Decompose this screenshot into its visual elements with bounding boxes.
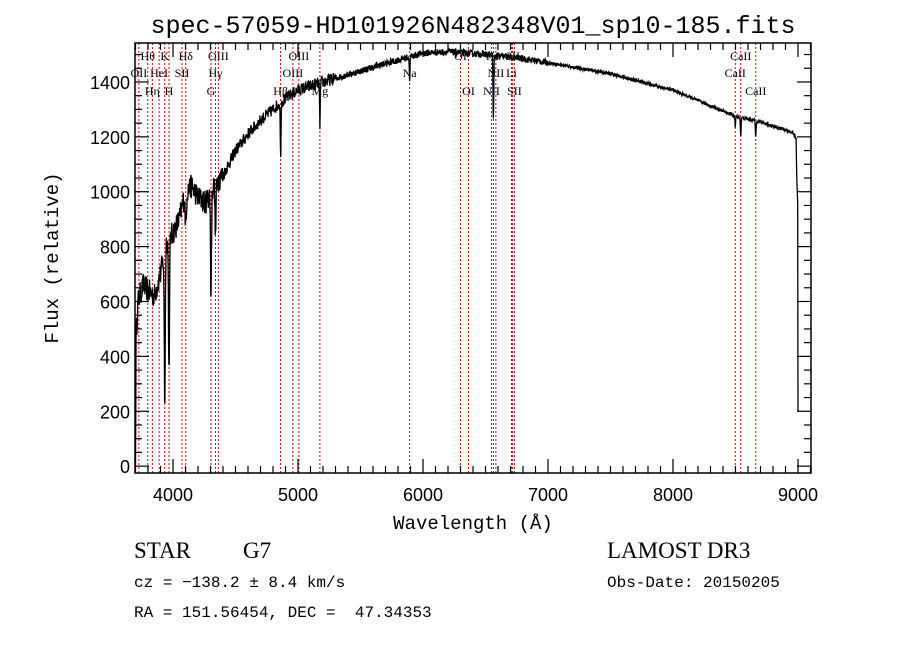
- line-marker-label: Hδ: [179, 49, 194, 63]
- x-axis-label: Wavelength (Å): [393, 513, 553, 535]
- line-markers: [138, 43, 757, 473]
- x-tick-label: 9000: [778, 485, 818, 505]
- line-marker-labels: OIIHθHηHeIKHSIIHδGHγOIIIHβOIIIOIIIMgNaOI…: [131, 49, 767, 98]
- coordinates: RA = 151.56454, DEC = 47.34353: [134, 604, 432, 622]
- line-marker-label: K: [160, 49, 169, 63]
- line-marker-label: Hη: [145, 84, 160, 98]
- line-marker-label: NII: [488, 66, 505, 80]
- line-marker-label: Hθ: [141, 49, 156, 63]
- y-tick-label: 600: [100, 292, 130, 312]
- line-marker-label: OI: [462, 84, 475, 98]
- x-tick-label: 5000: [278, 485, 318, 505]
- redshift-text: cz = −138.2 ± 8.4 km/s: [134, 574, 346, 592]
- spectrum-line: [134, 47, 799, 467]
- line-marker-label: CaII: [730, 49, 751, 63]
- line-marker-label: CaII: [745, 84, 766, 98]
- y-tick-label: 0: [120, 457, 130, 477]
- x-tick-label: 6000: [403, 485, 443, 505]
- line-marker-label: HeI: [150, 66, 168, 80]
- obs-date: Obs-Date: 20150205: [607, 574, 780, 592]
- y-tick-label: 200: [100, 402, 130, 422]
- line-marker-label: SII: [505, 49, 520, 63]
- line-marker-label: OIII: [283, 66, 304, 80]
- axis-ticks: 4000 5000 6000 7000 8000 9000 0 200 400 600 800 100…: [90, 43, 818, 505]
- line-marker-label: Li: [506, 66, 517, 80]
- line-marker-label: SII: [175, 66, 190, 80]
- chart-title: spec-57059-HD101926N482348V01_sp10-185.f…: [150, 12, 795, 41]
- x-tick-label: 4000: [153, 485, 193, 505]
- x-tick-label: 7000: [528, 485, 568, 505]
- y-tick-label: 400: [100, 347, 130, 367]
- y-tick-label: 1400: [90, 73, 130, 93]
- line-marker-label: SII: [507, 84, 522, 98]
- y-tick-label: 1200: [90, 128, 130, 148]
- subclass: G7: [243, 538, 272, 563]
- line-marker-label: Hγ: [209, 66, 224, 80]
- object-class: STAR: [134, 538, 191, 563]
- line-marker-label: OIII: [289, 49, 310, 63]
- survey-name: LAMOST DR3: [607, 538, 751, 563]
- line-marker-label: OIII: [208, 49, 229, 63]
- line-marker-label: CaII: [725, 66, 746, 80]
- line-marker-label: NII: [483, 84, 500, 98]
- x-tick-label: 8000: [653, 485, 693, 505]
- y-axis-label: Flux (relative): [42, 172, 64, 343]
- line-marker-label: G: [207, 84, 216, 98]
- y-tick-label: 800: [100, 238, 130, 258]
- line-marker-label: H: [165, 84, 174, 98]
- y-tick-label: 1000: [90, 183, 130, 203]
